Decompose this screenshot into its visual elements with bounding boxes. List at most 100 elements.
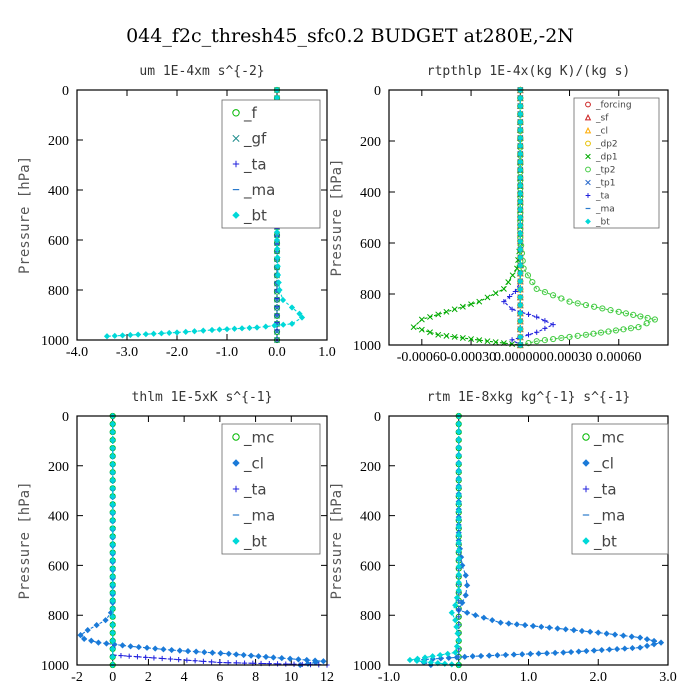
data-point	[635, 324, 642, 331]
data-point	[109, 509, 116, 516]
data-point	[280, 321, 287, 328]
x-tick-label: 0.00060	[596, 350, 642, 365]
data-point	[109, 485, 116, 492]
data-point	[643, 642, 651, 650]
x-tick-label: 3.0	[659, 670, 677, 685]
data-point	[643, 636, 651, 643]
plot-frame	[76, 89, 328, 341]
x-tick-label: 4	[181, 670, 188, 685]
data-point	[452, 617, 459, 624]
x-tick-label: -0.00060	[397, 350, 447, 365]
data-point	[595, 629, 602, 636]
data-point	[587, 628, 594, 635]
data-point	[441, 660, 448, 667]
legend-marker	[232, 537, 240, 545]
legend-label: _forcing	[595, 101, 632, 111]
data-point	[517, 230, 524, 237]
y-tick-label: 800	[360, 609, 381, 624]
data-point	[448, 609, 455, 616]
x-tick-label: 10	[284, 670, 298, 685]
data-point	[452, 602, 459, 609]
data-point	[455, 452, 462, 459]
data-point	[455, 500, 462, 507]
data-point	[193, 648, 200, 655]
legend-label: _mc	[243, 428, 274, 447]
data-point	[455, 420, 462, 428]
data-point	[406, 656, 414, 664]
chart-panel-2: rtpthlp 1E-4x(kg K)/(kg s) Pressure [hPa]…	[329, 64, 669, 365]
data-point	[468, 336, 475, 343]
data-point	[107, 609, 115, 616]
data-point	[273, 229, 281, 236]
data-point	[216, 326, 223, 333]
data-point	[464, 582, 471, 589]
legend-marker	[232, 134, 240, 142]
data-point	[81, 635, 88, 642]
data-point	[455, 460, 462, 467]
y-tick-label: 1000	[41, 334, 69, 349]
data-point	[538, 623, 545, 630]
data-point	[517, 142, 524, 149]
data-point	[520, 265, 527, 272]
legend-label: _tp1	[595, 179, 615, 189]
data-point	[168, 646, 175, 654]
data-point	[88, 637, 95, 644]
data-point	[597, 329, 605, 336]
data-point	[84, 627, 91, 634]
x-tick-label: -1.0	[216, 345, 238, 360]
data-point	[240, 651, 247, 659]
series-line	[409, 416, 460, 666]
data-point	[500, 285, 507, 292]
data-point	[127, 643, 134, 650]
legend-label: _tp2	[595, 166, 615, 176]
legend-label: _gf	[243, 130, 267, 149]
data-point	[200, 658, 206, 664]
data-point	[509, 272, 516, 279]
data-point	[507, 293, 513, 300]
data-point	[455, 523, 462, 531]
y-axis-label: Pressure [hPa]	[329, 158, 345, 276]
data-point	[111, 332, 118, 339]
data-point	[517, 158, 524, 165]
data-point	[278, 655, 285, 662]
data-point	[451, 333, 458, 340]
y-axis-label: Pressure [hPa]	[329, 481, 345, 599]
data-point	[613, 645, 621, 653]
data-point	[454, 630, 461, 637]
data-point	[435, 311, 442, 318]
x-tick-label: 0.000000	[494, 350, 547, 365]
legend-label: _bt	[595, 218, 610, 228]
data-point	[109, 469, 116, 476]
data-point	[578, 627, 586, 635]
data-point	[462, 592, 469, 599]
y-tick-label: 400	[48, 510, 69, 525]
data-point	[517, 206, 524, 213]
data-point	[118, 653, 124, 659]
data-point	[590, 647, 598, 654]
data-point	[603, 630, 610, 637]
data-point	[209, 649, 216, 656]
legend-label: _dp2	[595, 140, 618, 150]
data-point	[620, 632, 627, 639]
data-point	[611, 631, 619, 638]
data-point	[583, 647, 590, 655]
data-point	[558, 295, 565, 302]
y-tick-label: 600	[360, 237, 381, 252]
data-point	[615, 308, 622, 315]
data-point	[109, 573, 116, 580]
data-point	[429, 653, 436, 660]
data-point	[109, 613, 116, 620]
data-point	[560, 649, 567, 656]
y-tick-label: 1000	[353, 659, 381, 674]
data-point	[502, 651, 509, 659]
data-point	[437, 651, 444, 659]
data-point	[519, 651, 526, 658]
data-point	[135, 643, 142, 651]
y-tick-label: 0	[374, 410, 381, 425]
chart-panel-4: rtm 1E-8xkg kg^{-1} s^{-1} Pressure [hPa]…	[329, 390, 677, 685]
data-point	[455, 587, 462, 594]
data-point	[119, 642, 126, 649]
data-point	[455, 468, 462, 475]
data-point	[575, 648, 582, 655]
data-point	[459, 303, 466, 310]
